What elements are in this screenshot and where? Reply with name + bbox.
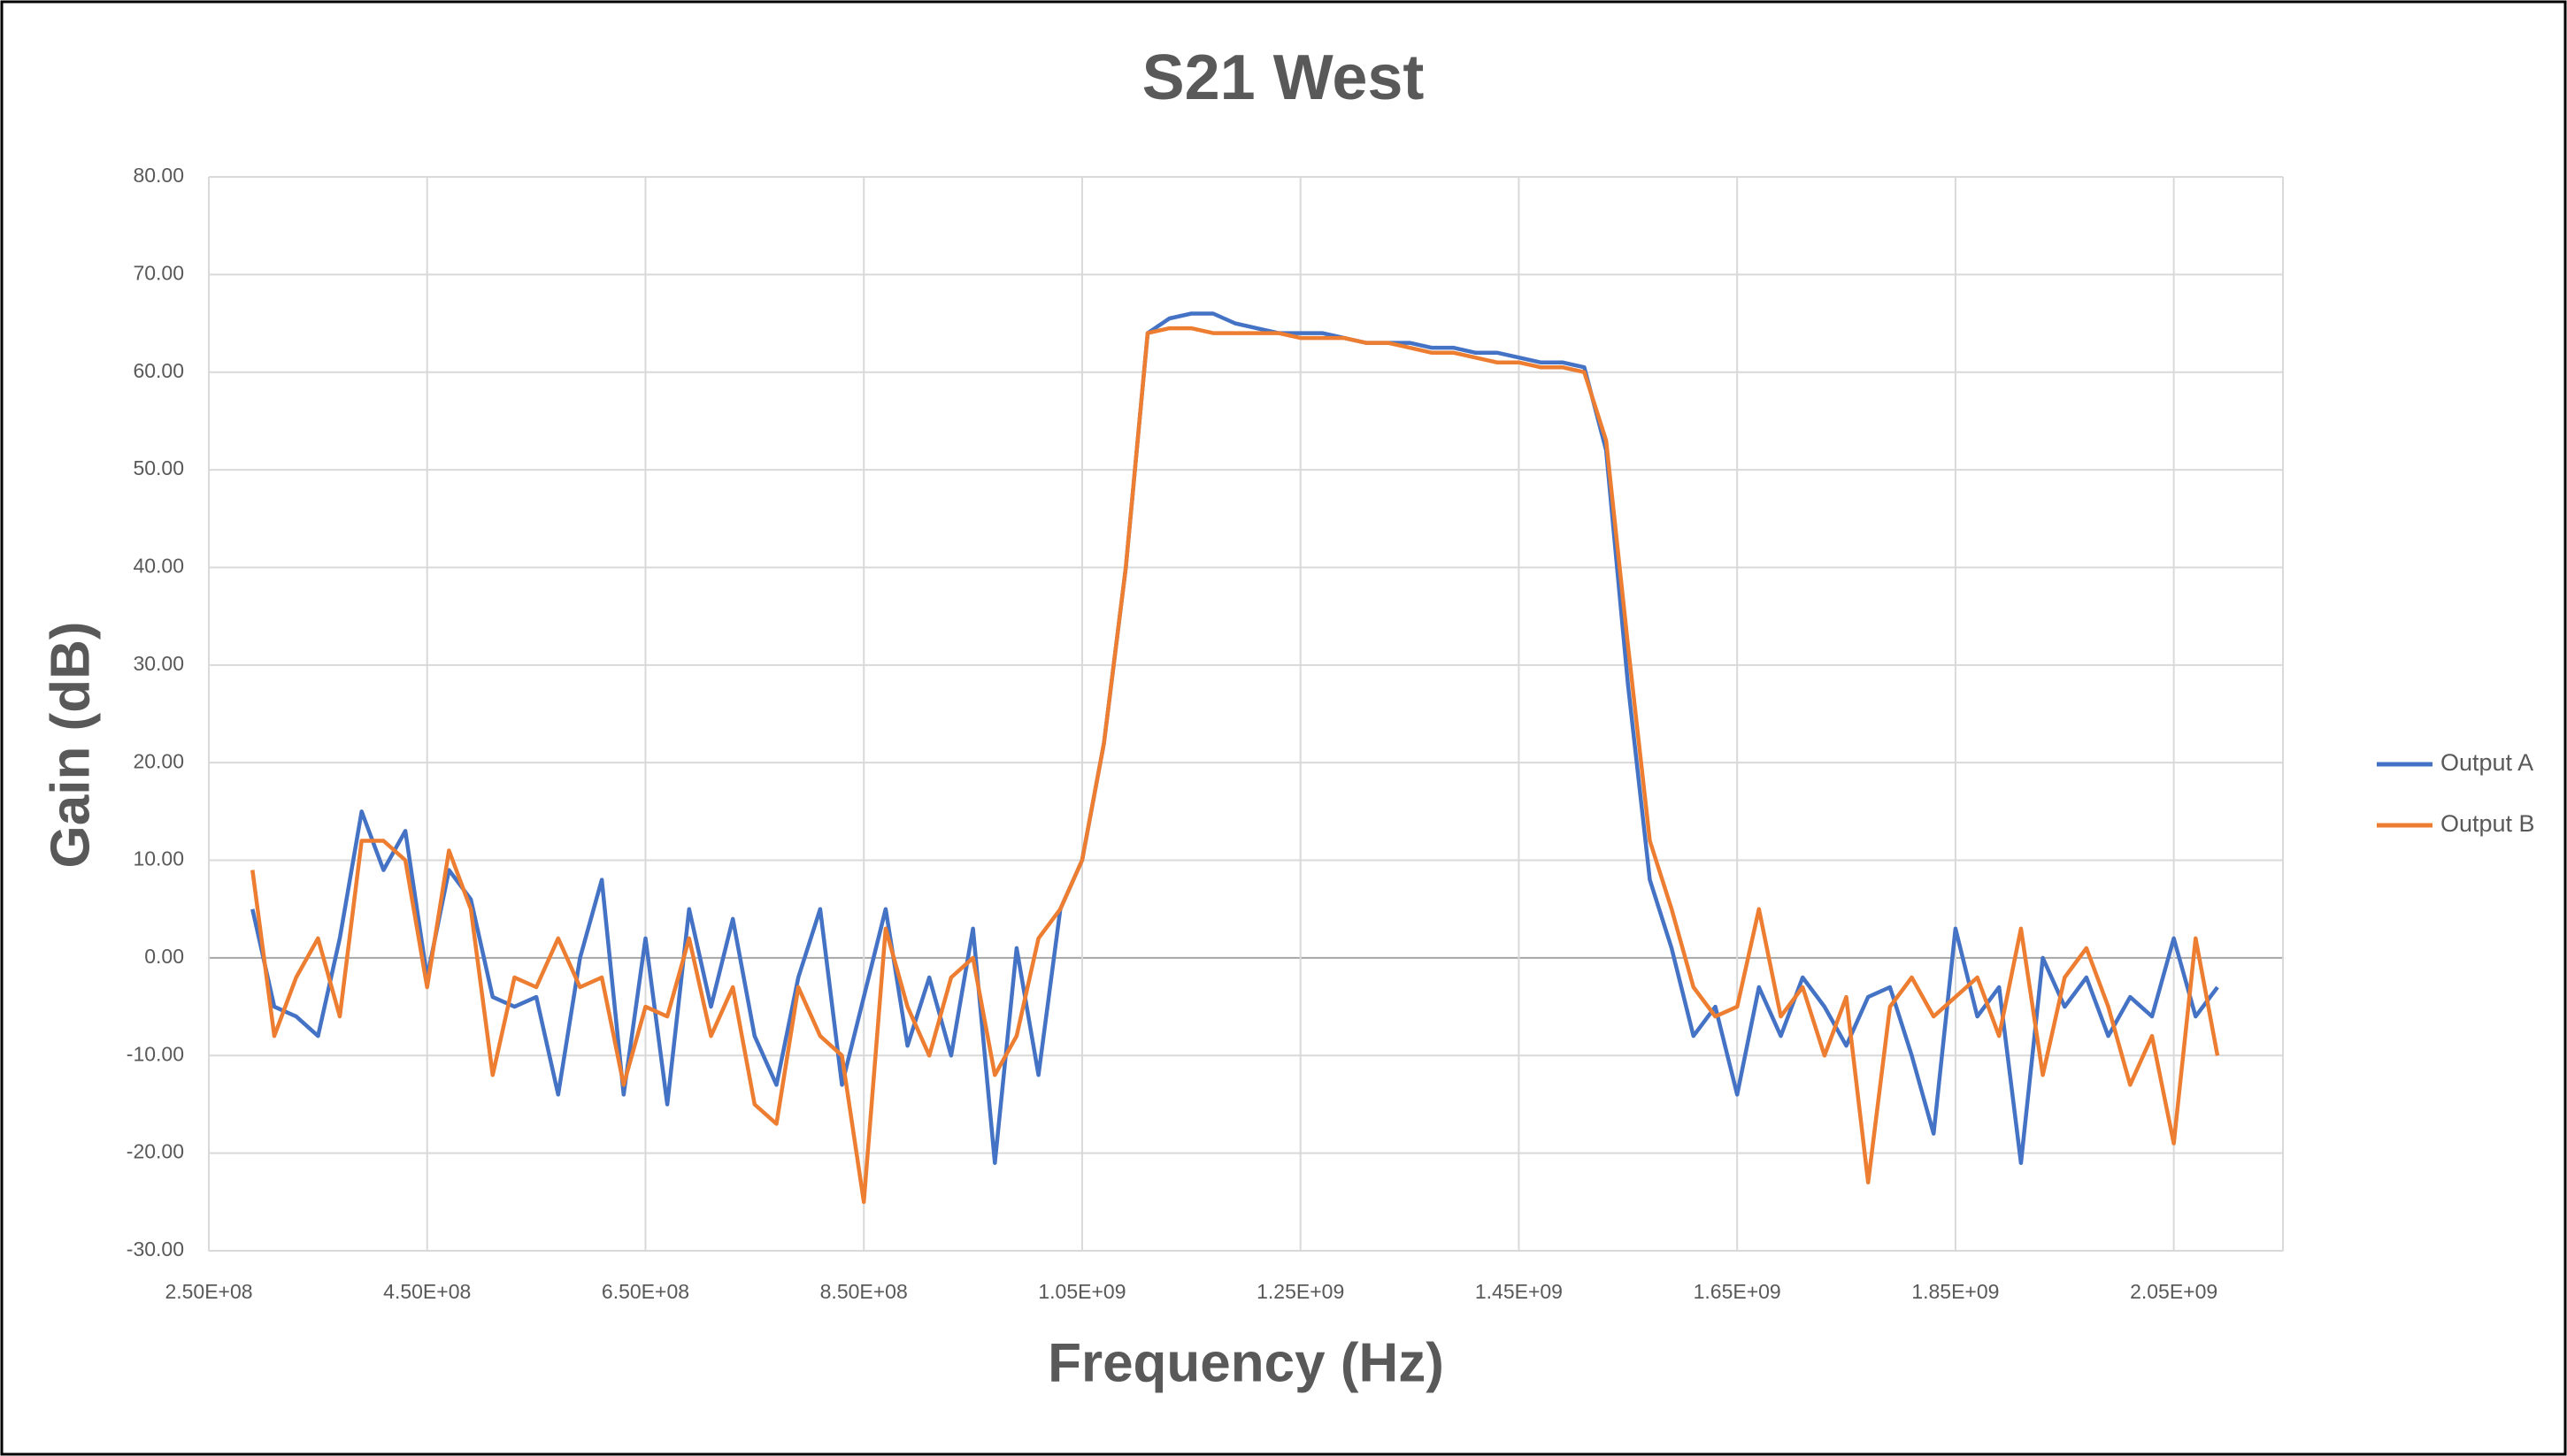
y-tick-label: 20.00 xyxy=(133,749,184,772)
series-line xyxy=(250,311,2219,1165)
x-tick-label: 1.65E+09 xyxy=(1694,1280,1781,1303)
y-tick-label: 30.00 xyxy=(133,652,184,675)
x-tick-label: 2.50E+08 xyxy=(165,1280,252,1303)
y-tick-label: 50.00 xyxy=(133,456,184,479)
y-axis-title: Gain (dB) xyxy=(40,622,101,869)
legend-label: Output B xyxy=(2440,810,2535,837)
legend-label: Output A xyxy=(2440,749,2533,776)
y-tick-label: 70.00 xyxy=(133,261,184,284)
y-tick-label: -20.00 xyxy=(127,1140,184,1163)
y-tick-label: 60.00 xyxy=(133,359,184,382)
chart-title: S21 West xyxy=(1142,42,1425,113)
x-tick-label: 2.05E+09 xyxy=(2130,1280,2217,1303)
y-tick-label: 80.00 xyxy=(133,164,184,187)
x-axis-title: Frequency (Hz) xyxy=(1048,1332,1444,1393)
x-tick-label: 8.50E+08 xyxy=(820,1280,908,1303)
x-tick-label: 4.50E+08 xyxy=(383,1280,471,1303)
x-tick-label: 1.45E+09 xyxy=(1475,1280,1563,1303)
series-line xyxy=(250,326,2220,1205)
x-tick-label: 1.05E+09 xyxy=(1038,1280,1126,1303)
y-tick-label: 40.00 xyxy=(133,555,184,578)
y-tick-label: -10.00 xyxy=(127,1042,184,1065)
x-tick-label: 1.25E+09 xyxy=(1257,1280,1344,1303)
y-tick-label: 0.00 xyxy=(144,945,184,968)
y-tick-label: -30.00 xyxy=(127,1238,184,1261)
y-tick-label: 10.00 xyxy=(133,847,184,870)
x-tick-label: 1.85E+09 xyxy=(1911,1280,1999,1303)
x-tick-label: 6.50E+08 xyxy=(602,1280,689,1303)
